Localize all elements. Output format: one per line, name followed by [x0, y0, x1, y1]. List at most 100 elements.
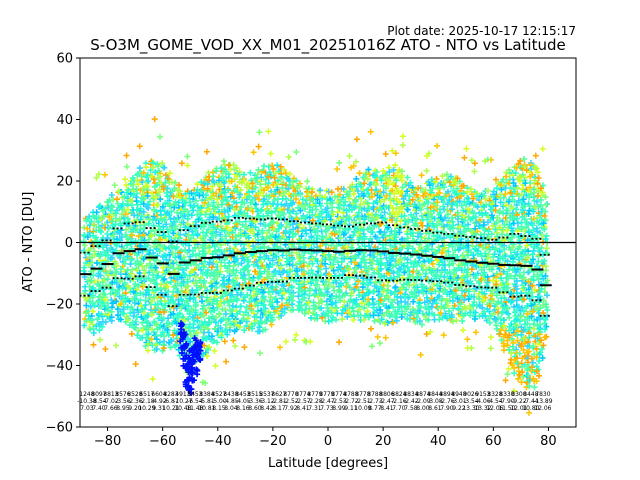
scatter-point [230, 279, 237, 286]
scatter-point [133, 296, 139, 303]
scatter-point [137, 229, 143, 236]
scatter-point [338, 282, 345, 289]
scatter-point [145, 324, 152, 331]
x-tick-label: −20 [259, 434, 286, 449]
scatter-point [356, 170, 363, 177]
scatter-point [98, 228, 104, 235]
scatter-point [105, 272, 112, 279]
scatter-point [153, 208, 160, 215]
scatter-point [330, 211, 337, 218]
scatter-point [184, 307, 191, 314]
scatter-point [136, 270, 143, 277]
scatter-point [317, 187, 324, 194]
scatter-point [124, 253, 131, 260]
scatter-point [249, 197, 256, 203]
scatter-point [269, 261, 276, 268]
scatter-point [132, 281, 139, 288]
scatter-point [316, 266, 323, 273]
scatter-point [136, 165, 143, 172]
scatter-point [254, 302, 261, 309]
scatter-point [143, 262, 150, 269]
scatter-point [233, 165, 240, 172]
scatter-point [250, 243, 257, 250]
scatter-point [278, 312, 285, 319]
scatter-point [167, 263, 174, 270]
scatter-point [194, 317, 201, 324]
scatter-point [153, 182, 160, 189]
scatter-point [222, 168, 229, 175]
scatter-point [341, 298, 348, 305]
scatter-point [165, 323, 172, 330]
scatter-point [168, 338, 175, 345]
scatter-point [161, 164, 168, 171]
scatter-point [249, 226, 256, 233]
scatter-point [106, 214, 113, 220]
scatter-point [157, 286, 164, 293]
scatter-point [346, 266, 353, 273]
scatter-point [256, 328, 263, 335]
scatter-point [197, 326, 204, 333]
scatter-point [128, 330, 135, 337]
scatter-point [349, 304, 356, 311]
scatter-point [89, 308, 96, 315]
scatter-point [265, 227, 272, 234]
scatter-point [160, 345, 167, 352]
scatter-point [262, 326, 269, 333]
scatter-point [86, 230, 93, 236]
scatter-point [84, 234, 91, 240]
scatter-point [259, 311, 266, 318]
scatter-point [152, 194, 159, 201]
scatter-point [338, 264, 344, 271]
scatter-point [176, 235, 183, 242]
scatter-point [168, 208, 175, 215]
scatter-point [341, 291, 348, 298]
scatter-point [80, 267, 87, 274]
scatter-point [254, 291, 261, 298]
scatter-point [311, 292, 318, 299]
scatter-point [238, 204, 245, 210]
scatter-point [272, 234, 279, 240]
scatter-point [298, 287, 305, 293]
scatter-point [100, 206, 107, 213]
scatter-point [308, 234, 315, 241]
scatter-point [121, 193, 128, 200]
scatter-point [152, 264, 159, 271]
scatter-point [175, 301, 182, 308]
scatter-point [210, 261, 216, 267]
scatter-point [242, 309, 249, 316]
scatter-point [212, 293, 219, 300]
scatter-point [164, 185, 171, 192]
scatter-point [113, 298, 120, 305]
scatter-point [217, 231, 224, 238]
scatter-point [203, 208, 210, 215]
scatter-point [184, 208, 191, 215]
scatter-point [150, 276, 157, 283]
scatter-point [188, 268, 195, 274]
scatter-point [249, 277, 256, 284]
scatter-point [347, 312, 354, 319]
scatter-point [155, 162, 162, 169]
scatter-point [151, 231, 158, 238]
scatter-point [221, 299, 228, 306]
scatter-point [310, 310, 316, 317]
scatter-point [137, 216, 144, 223]
scatter-point [113, 242, 120, 249]
scatter-point [262, 318, 268, 325]
scatter-point [145, 220, 152, 227]
scatter-point [336, 191, 343, 198]
scatter-point [264, 275, 271, 282]
scatter-point [190, 207, 197, 214]
scatter-point [328, 189, 335, 196]
x-tick-label: 40 [430, 434, 447, 449]
scatter-point [108, 317, 115, 324]
scatter-point [242, 218, 249, 225]
scatter-point [196, 250, 203, 257]
scatter-point [192, 274, 199, 280]
scatter-point [241, 245, 248, 252]
scatter-point [115, 312, 121, 319]
scatter-point [235, 261, 242, 268]
scatter-point [240, 177, 247, 184]
scatter-point [313, 277, 320, 284]
scatter-point [96, 327, 103, 334]
scatter-point [338, 258, 345, 265]
